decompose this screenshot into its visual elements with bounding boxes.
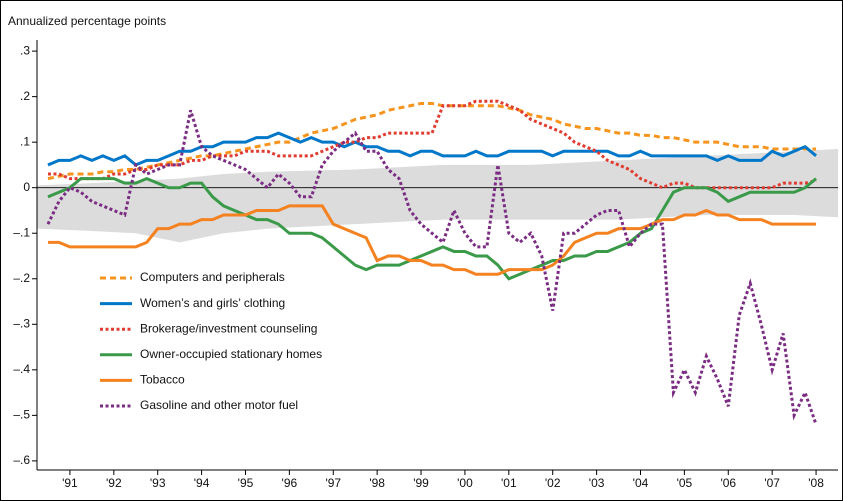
- x-tick-label: '95: [238, 476, 254, 490]
- x-tick-label: '96: [282, 476, 298, 490]
- legend-label: Brokerage/investment counseling: [140, 321, 317, 335]
- series-line: [47, 99, 817, 190]
- x-tick-label: '01: [501, 476, 517, 490]
- y-tick-label: –.3: [13, 316, 30, 330]
- legend-label: Gasoline and other motor fuel: [140, 398, 298, 412]
- x-tick-label: '08: [808, 476, 824, 490]
- x-tick-label: '93: [150, 476, 166, 490]
- band: [37, 149, 838, 243]
- x-tick-label: '92: [106, 476, 122, 490]
- series-line: [47, 131, 818, 167]
- x-tick-label: '05: [677, 476, 693, 490]
- y-axis-label: Annualized percentage points: [8, 14, 166, 28]
- legend-label: Women’s and girls’ clothing: [140, 296, 285, 310]
- y-tick-label: –.1: [13, 225, 30, 239]
- y-tick-label: .3: [20, 43, 30, 57]
- x-tick-label: '02: [545, 476, 561, 490]
- y-tick-label: –.5: [13, 408, 30, 422]
- x-tick-label: '04: [633, 476, 649, 490]
- x-tick-label: '91: [62, 476, 78, 490]
- series-line: [47, 176, 818, 281]
- x-tick-label: '00: [457, 476, 473, 490]
- x-tick-label: '03: [589, 476, 605, 490]
- y-tick-label: 0: [23, 180, 30, 194]
- series-line: [47, 101, 817, 181]
- y-tick-label: .2: [20, 89, 30, 103]
- x-tick-label: '94: [194, 476, 210, 490]
- x-tick-label: '98: [369, 476, 385, 490]
- y-tick-label: –.2: [13, 271, 30, 285]
- y-tick-label: –.4: [13, 362, 30, 376]
- x-tick-label: '99: [413, 476, 429, 490]
- x-tick-label: '06: [720, 476, 736, 490]
- y-tick-label: .1: [20, 134, 30, 148]
- x-tick-label: '07: [764, 476, 780, 490]
- legend-label: Owner-occupied stationary homes: [140, 347, 322, 361]
- legend-label: Computers and peripherals: [140, 270, 285, 284]
- y-tick-label: –.6: [13, 453, 30, 467]
- x-tick-label: '97: [325, 476, 341, 490]
- series-line: [47, 204, 817, 276]
- series-line: [46, 109, 818, 425]
- legend-label: Tobacco: [140, 373, 185, 387]
